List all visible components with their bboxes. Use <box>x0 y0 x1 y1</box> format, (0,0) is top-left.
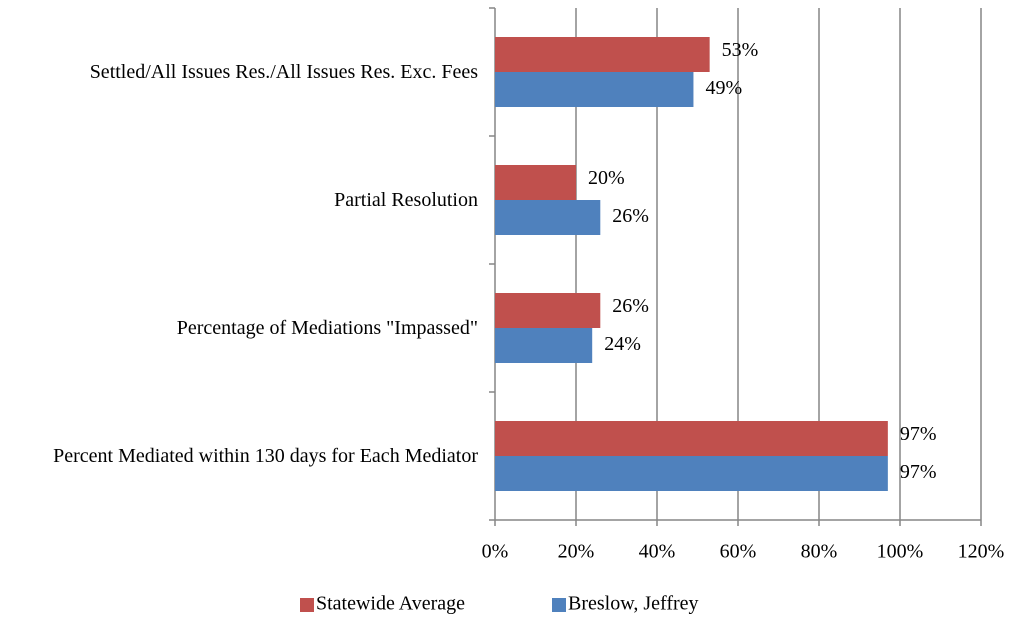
bar <box>495 165 576 200</box>
bar <box>495 421 888 456</box>
data-label: 20% <box>588 167 625 189</box>
data-label: 49% <box>705 77 742 99</box>
data-label: 26% <box>612 205 649 227</box>
data-label: 26% <box>612 295 649 317</box>
x-tick-label: 0% <box>482 541 509 563</box>
data-label: 24% <box>604 333 641 355</box>
legend-label: Breslow, Jeffrey <box>568 593 699 615</box>
bar <box>495 456 888 491</box>
legend-label: Statewide Average <box>316 593 465 615</box>
y-tick-label: Percentage of Mediations "Impassed" <box>176 317 478 339</box>
bar <box>495 293 601 328</box>
legend-swatch <box>552 598 566 612</box>
y-tick-label: Percent Mediated within 130 days for Eac… <box>53 445 478 467</box>
x-tick-label: 20% <box>558 541 595 563</box>
data-label: 97% <box>900 461 937 483</box>
bar <box>495 200 601 235</box>
x-tick-label: 60% <box>720 541 757 563</box>
bar <box>495 72 694 107</box>
data-label: 53% <box>722 39 759 61</box>
x-tick-label: 80% <box>801 541 838 563</box>
legend-swatch <box>300 598 314 612</box>
y-tick-label: Settled/All Issues Res./All Issues Res. … <box>89 61 478 83</box>
x-tick-label: 100% <box>877 541 924 563</box>
bar <box>495 37 710 72</box>
x-tick-label: 120% <box>958 541 1005 563</box>
data-label: 97% <box>900 423 937 445</box>
x-tick-label: 40% <box>639 541 676 563</box>
y-tick-label: Partial Resolution <box>334 189 478 211</box>
bar <box>495 328 593 363</box>
